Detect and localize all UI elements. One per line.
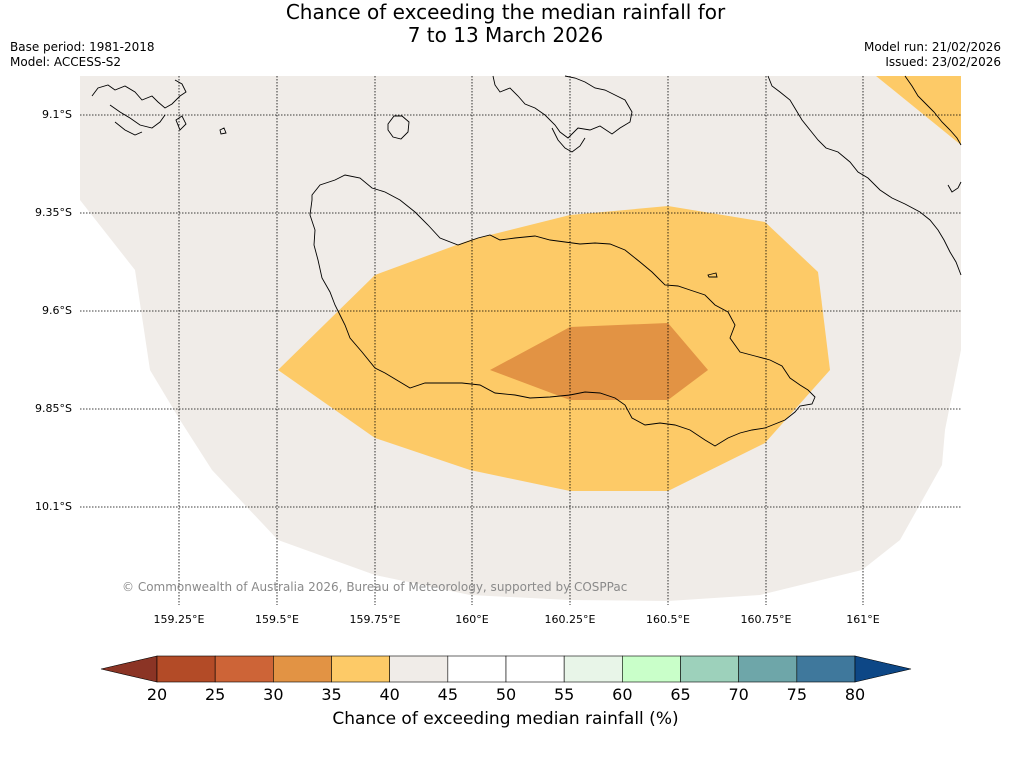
colorbar-tick-label: 80 bbox=[845, 685, 865, 704]
lon-label-159-5: 159.5°E bbox=[255, 613, 299, 626]
lon-label-160: 160°E bbox=[455, 613, 489, 626]
lon-label-160-25: 160.25°E bbox=[544, 613, 596, 626]
colorbar-swatch bbox=[214, 655, 274, 683]
colorbar-tick-label: 65 bbox=[670, 685, 690, 704]
lon-label-160-75: 160.75°E bbox=[740, 613, 792, 626]
lat-label-9-85: 9.85°S bbox=[35, 402, 72, 415]
forecast-region-35-40-corner bbox=[876, 76, 961, 145]
colorbar-tick-label: 50 bbox=[496, 685, 516, 704]
colorbar-tick-label: 25 bbox=[205, 685, 225, 704]
lon-label-159-75: 159.75°E bbox=[349, 613, 401, 626]
colorbar-tick-label: 45 bbox=[438, 685, 458, 704]
base-period: Base period: 1981-2018 bbox=[10, 40, 155, 54]
malaita-east-edge bbox=[947, 181, 962, 193]
lon-label-159-25: 159.25°E bbox=[153, 613, 205, 626]
colorbar-tick-label: 40 bbox=[379, 685, 399, 704]
florida-islands-coastline bbox=[492, 75, 633, 139]
colorbar-swatch bbox=[331, 655, 390, 683]
colorbar-title: Chance of exceeding median rainfall (%) bbox=[332, 709, 679, 729]
model-name: Model: ACCESS-S2 bbox=[10, 55, 122, 69]
lat-label-9-35: 9.35°S bbox=[35, 206, 72, 219]
colorbar-swatch bbox=[738, 655, 798, 683]
colorbar-tick-label: 35 bbox=[321, 685, 341, 704]
map-title-line2: 7 to 13 March 2026 bbox=[407, 23, 604, 47]
colorbar-swatch bbox=[563, 655, 623, 683]
colorbar-swatch bbox=[622, 655, 681, 683]
issue-info: Model run: 21/02/2026 Issued: 23/02/2026 bbox=[864, 40, 1001, 70]
map-title-line1: Chance of exceeding the median rainfall … bbox=[285, 0, 726, 24]
colorbar-swatch bbox=[680, 655, 739, 683]
colorbar-tick-label: 30 bbox=[263, 685, 283, 704]
lat-label-10-1: 10.1°S bbox=[35, 500, 72, 513]
savo-island bbox=[387, 115, 410, 140]
lat-label-9-6: 9.6°S bbox=[42, 304, 72, 317]
model-run-date: Model run: 21/02/2026 bbox=[863, 40, 1001, 54]
colorbar-under-arrow bbox=[100, 655, 158, 683]
colorbar-tick-label: 60 bbox=[612, 685, 632, 704]
outer-mask bbox=[80, 545, 120, 605]
colorbar-over-arrow bbox=[854, 655, 912, 683]
issued-date: Issued: 23/02/2026 bbox=[885, 55, 1001, 69]
model-info: Base period: 1981-2018 Model: ACCESS-S2 bbox=[10, 40, 155, 70]
colorbar-tick-label: 75 bbox=[787, 685, 807, 704]
colorbar-swatch bbox=[156, 655, 216, 683]
colorbar-swatch bbox=[273, 655, 332, 683]
colorbar-tick-label: 70 bbox=[728, 685, 748, 704]
florida-islands-south bbox=[551, 127, 586, 153]
colorbar-swatch bbox=[505, 655, 565, 683]
russell-islands-coastline bbox=[91, 79, 227, 136]
malaita-coastline bbox=[767, 75, 962, 276]
colorbar-swatch bbox=[796, 655, 856, 683]
colorbar-tick-label: 20 bbox=[147, 685, 167, 704]
guadalcanal-coastline bbox=[309, 174, 816, 447]
colorbar-swatch bbox=[389, 655, 449, 683]
small-islet bbox=[707, 272, 718, 278]
graticule bbox=[80, 76, 961, 605]
lat-label-9-1: 9.1°S bbox=[42, 108, 72, 121]
coastlines bbox=[91, 75, 962, 447]
forecast-region-30-35 bbox=[490, 323, 708, 400]
colorbar-tick-label: 55 bbox=[554, 685, 574, 704]
copyright-notice: © Commonwealth of Australia 2026, Bureau… bbox=[122, 580, 628, 594]
lon-label-161: 161°E bbox=[846, 613, 880, 626]
malaita-north bbox=[904, 75, 962, 146]
lon-label-160-5: 160.5°E bbox=[646, 613, 690, 626]
colorbar-swatch bbox=[447, 655, 507, 683]
